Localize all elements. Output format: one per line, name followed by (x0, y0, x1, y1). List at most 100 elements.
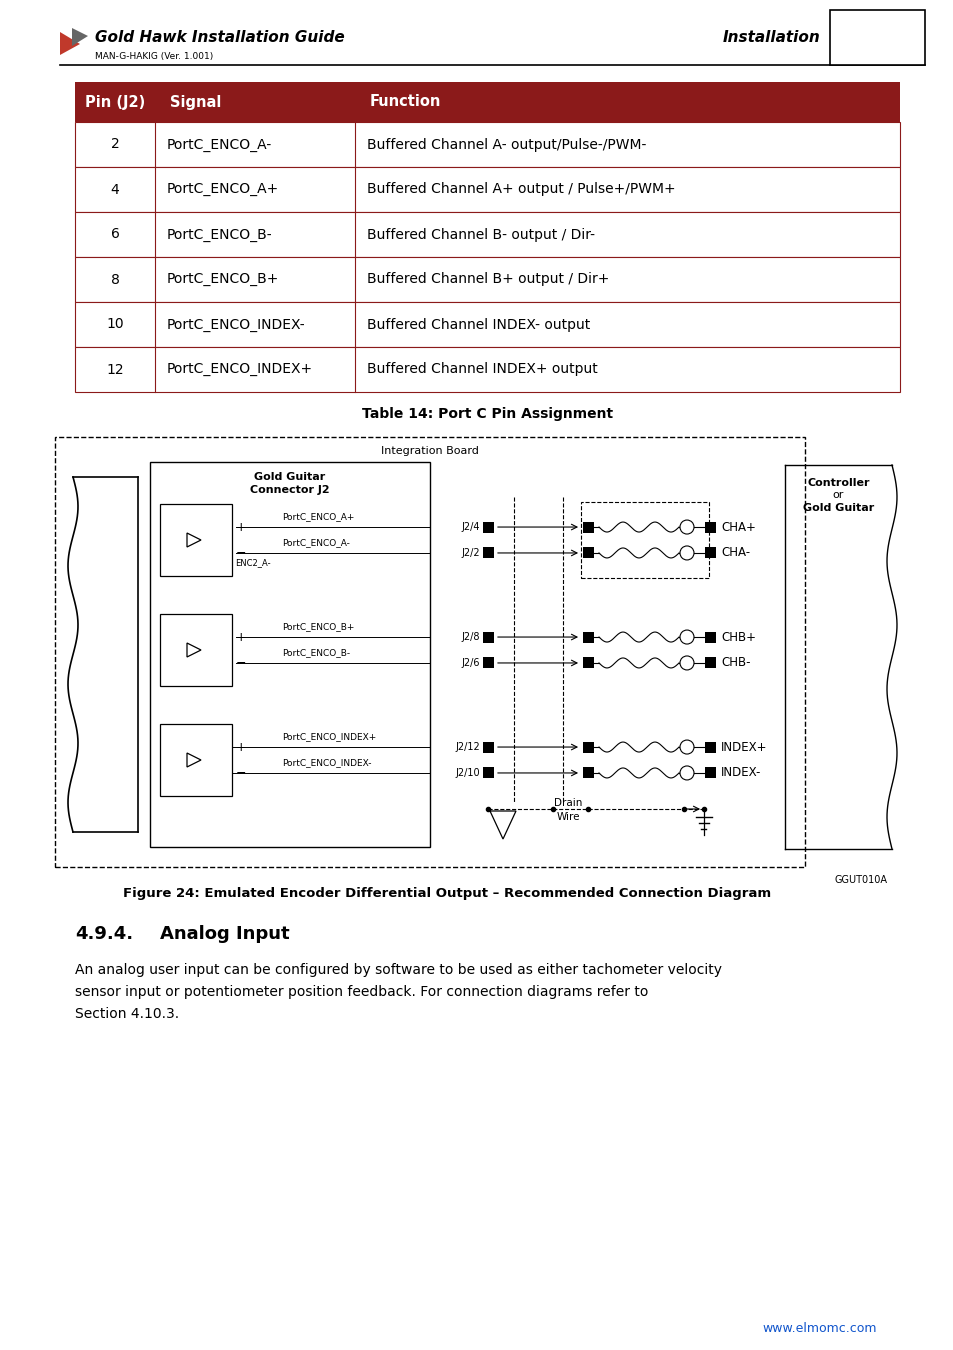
Bar (75, 212, 899, 256)
Text: 4.9.4.: 4.9.4. (75, 925, 133, 944)
Text: J2/8: J2/8 (461, 632, 479, 643)
Text: Analog Input: Analog Input (160, 925, 290, 944)
Text: GGUT010A: GGUT010A (834, 875, 887, 886)
Bar (75, 256, 899, 302)
Text: PortC_ENCO_A+: PortC_ENCO_A+ (282, 513, 354, 521)
Text: Gold Guitar: Gold Guitar (254, 472, 325, 482)
Text: Wire: Wire (556, 811, 579, 822)
Text: PortC_ENCO_B-: PortC_ENCO_B- (167, 228, 273, 242)
Text: 8: 8 (111, 273, 119, 286)
Text: J2/2: J2/2 (461, 548, 479, 558)
Bar (582, 548, 594, 559)
Text: CHA+: CHA+ (720, 521, 755, 533)
Polygon shape (71, 28, 88, 46)
Text: PortC_ENCO_B+: PortC_ENCO_B+ (167, 273, 279, 286)
Bar (704, 741, 716, 752)
Text: PortC_ENCO_B-: PortC_ENCO_B- (282, 648, 350, 657)
Bar (582, 632, 594, 643)
Text: PortC_ENCO_INDEX+: PortC_ENCO_INDEX+ (167, 363, 313, 377)
Text: +: + (235, 521, 247, 533)
Text: MAN-G-HAKIG (Ver. 1.001): MAN-G-HAKIG (Ver. 1.001) (95, 53, 213, 62)
Text: Pin (J2): Pin (J2) (85, 95, 145, 109)
Text: 10: 10 (106, 317, 124, 332)
Bar (704, 767, 716, 779)
Text: PortC_ENCO_INDEX-: PortC_ENCO_INDEX- (282, 759, 371, 767)
Text: ENC2_A-: ENC2_A- (234, 559, 271, 567)
Bar (75, 347, 899, 391)
Circle shape (679, 656, 693, 670)
Text: CHB-: CHB- (720, 656, 750, 670)
Text: 12: 12 (106, 363, 124, 377)
Bar (75, 82, 899, 122)
Text: CHA-: CHA- (720, 547, 749, 559)
Text: INDEX+: INDEX+ (720, 741, 767, 753)
Circle shape (679, 630, 693, 644)
Polygon shape (60, 32, 80, 55)
Text: sensor input or potentiometer position feedback. For connection diagrams refer t: sensor input or potentiometer position f… (75, 986, 648, 999)
Text: Function: Function (370, 95, 441, 109)
Text: Table 14: Port C Pin Assignment: Table 14: Port C Pin Assignment (361, 406, 613, 421)
Text: Drain: Drain (554, 798, 581, 809)
Bar (704, 657, 716, 668)
Text: +: + (235, 630, 247, 644)
Text: or: or (832, 490, 843, 500)
Text: Buffered Channel A+ output / Pulse+/PWM+: Buffered Channel A+ output / Pulse+/PWM+ (367, 182, 675, 197)
Bar (75, 302, 899, 347)
Bar (482, 632, 494, 643)
Text: Section 4.10.3.: Section 4.10.3. (75, 1007, 179, 1021)
Bar (160, 724, 232, 796)
Text: CHB+: CHB+ (720, 630, 755, 644)
Bar (582, 767, 594, 779)
Text: 6: 6 (111, 228, 119, 242)
Bar (829, 9, 924, 65)
Text: 2: 2 (111, 138, 119, 151)
Bar (482, 657, 494, 668)
Bar (704, 548, 716, 559)
Text: INDEX-: INDEX- (720, 767, 760, 779)
Bar (150, 462, 430, 846)
Bar (160, 614, 232, 686)
Text: PortC_ENCO_INDEX+: PortC_ENCO_INDEX+ (282, 733, 375, 741)
Text: PortC_ENCO_INDEX-: PortC_ENCO_INDEX- (167, 317, 305, 332)
Text: PortC_ENCO_A-: PortC_ENCO_A- (282, 539, 350, 548)
Text: Gold Guitar: Gold Guitar (802, 504, 873, 513)
Bar (582, 657, 594, 668)
Text: Installation: Installation (721, 31, 820, 46)
Bar (75, 122, 899, 167)
Text: Buffered Channel B- output / Dir-: Buffered Channel B- output / Dir- (367, 228, 595, 242)
Text: −: − (235, 547, 246, 559)
Bar (582, 521, 594, 532)
Text: An analog user input can be configured by software to be used as either tachomet: An analog user input can be configured b… (75, 963, 721, 977)
Circle shape (679, 765, 693, 780)
Bar (482, 767, 494, 779)
Text: Controller: Controller (806, 478, 869, 487)
Text: Figure 24: Emulated Encoder Differential Output – Recommended Connection Diagram: Figure 24: Emulated Encoder Differential… (123, 887, 771, 899)
Circle shape (679, 520, 693, 535)
Text: Gold Hawk Installation Guide: Gold Hawk Installation Guide (95, 31, 344, 46)
Bar (580, 502, 708, 578)
Text: +: + (235, 741, 247, 753)
Bar (482, 741, 494, 752)
Text: Signal: Signal (170, 95, 221, 109)
Text: 4: 4 (111, 182, 119, 197)
Text: Buffered Channel INDEX- output: Buffered Channel INDEX- output (367, 317, 590, 332)
Text: PortC_ENCO_A+: PortC_ENCO_A+ (167, 182, 279, 197)
Circle shape (679, 545, 693, 560)
Text: J2/6: J2/6 (461, 657, 479, 668)
Bar (582, 741, 594, 752)
Text: Connector J2: Connector J2 (250, 485, 330, 495)
Text: PortC_ENCO_A-: PortC_ENCO_A- (167, 138, 272, 151)
Text: www.elmomc.com: www.elmomc.com (761, 1322, 876, 1335)
Text: J2/12: J2/12 (455, 743, 479, 752)
Text: PortC_ENCO_B+: PortC_ENCO_B+ (282, 622, 354, 632)
Text: 53: 53 (861, 28, 891, 49)
Bar (482, 548, 494, 559)
Bar (482, 521, 494, 532)
Text: Buffered Channel A- output/Pulse-/PWM-: Buffered Channel A- output/Pulse-/PWM- (367, 138, 646, 151)
Text: J2/4: J2/4 (461, 522, 479, 532)
Bar (704, 521, 716, 532)
Text: J2/10: J2/10 (455, 768, 479, 778)
Bar (704, 632, 716, 643)
Bar (160, 504, 232, 576)
Text: Buffered Channel B+ output / Dir+: Buffered Channel B+ output / Dir+ (367, 273, 609, 286)
